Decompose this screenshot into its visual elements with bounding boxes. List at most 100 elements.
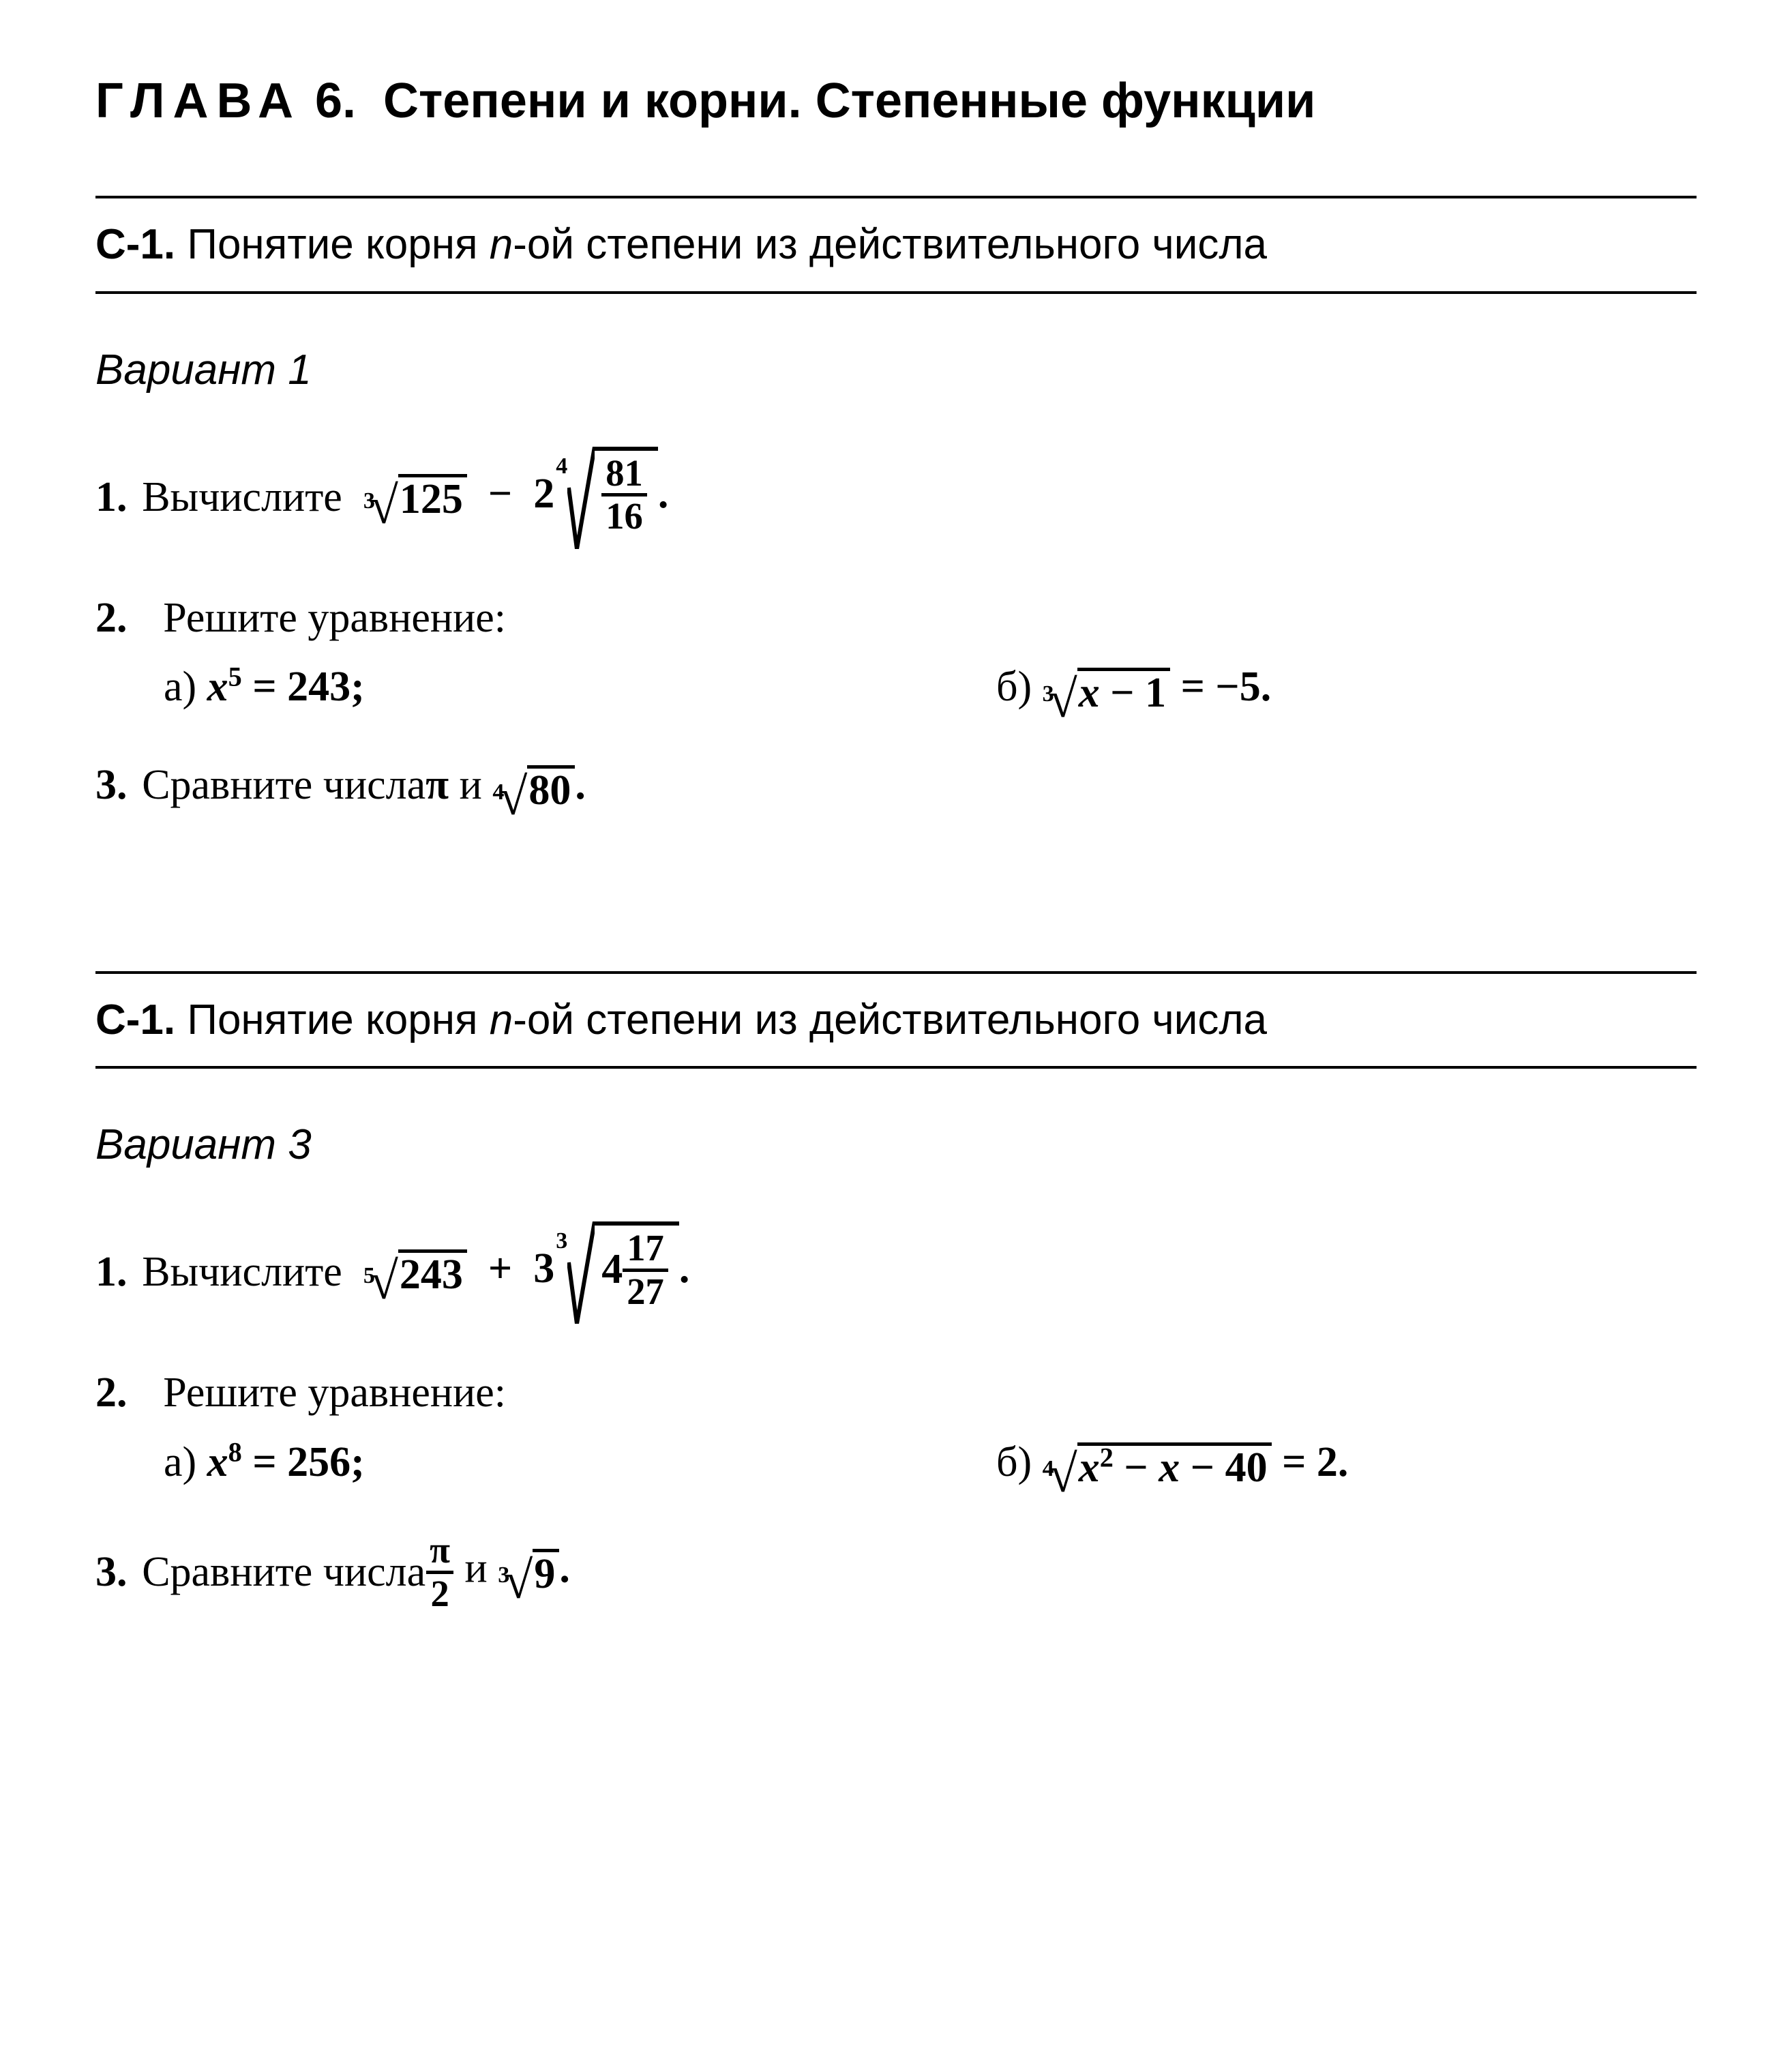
root-radicand: 125 <box>398 474 467 522</box>
problem-number: 2. <box>95 595 128 641</box>
rhs: 256 <box>287 1439 350 1485</box>
section-text-pre: Понятие корня <box>187 996 489 1043</box>
fourth-root: 4 √ x2 − x − 40 <box>1043 1442 1272 1490</box>
chapter-title: Степени и корни. Степенные функции <box>383 74 1315 128</box>
section-code: С-1. <box>95 221 175 268</box>
root-radicand: 9 <box>533 1549 559 1597</box>
math-expression: 3 √ 125 − 2 4 81 16 . <box>363 447 669 549</box>
fraction: 17 27 <box>623 1230 668 1310</box>
radicand-rest: − 40 <box>1180 1444 1267 1491</box>
equation-b: б) 3 √ x − 1 = −5. <box>996 659 1765 716</box>
rhs: 243 <box>287 664 350 710</box>
chapter-prefix: ГЛАВА <box>95 74 301 128</box>
radicand-rest: − <box>1114 1444 1159 1491</box>
fourth-root: 4 √ 80 <box>492 765 575 813</box>
problem-number: 3. <box>95 757 128 814</box>
problem-label: Вычислите <box>142 1244 342 1301</box>
problem-number: 2. <box>95 1369 128 1416</box>
mixed-integer: 4 <box>601 1246 623 1292</box>
problem-label: Вычислите <box>142 469 342 527</box>
var-x: x <box>1079 670 1100 716</box>
cube-root: 3 √ x − 1 <box>1043 666 1170 715</box>
cube-root: 3 √ 9 <box>498 1548 559 1597</box>
period: . <box>559 1545 570 1592</box>
exponent: 8 <box>228 1436 242 1467</box>
coefficient: 3 <box>533 1245 554 1292</box>
section-title: С-1. Понятие корня n-ой степени из дейст… <box>95 971 1697 1069</box>
math-expression: 5 √ 243 + 3 3 4 17 27 . <box>363 1221 690 1324</box>
fifth-root: 5 √ 243 <box>363 1248 467 1296</box>
section-text-ital: n <box>490 221 513 268</box>
exponent: 5 <box>228 662 242 692</box>
section-text-post: -ой степени из действительного числа <box>513 221 1267 268</box>
radical-sign-svg <box>567 1221 595 1324</box>
fraction: π 2 <box>425 1532 454 1612</box>
period: . <box>575 762 586 808</box>
problem-number: 1. <box>95 469 128 527</box>
label-b: б) <box>996 1439 1043 1485</box>
problem-number: 1. <box>95 1244 128 1301</box>
equation-a: а) x8 = 256; <box>164 1434 996 1492</box>
semicolon: ; <box>350 664 365 710</box>
chapter-heading: ГЛАВА 6. Степени и корни. Степенные функ… <box>95 68 1697 134</box>
fourth-root: 4 81 16 <box>556 447 658 549</box>
and-text: и <box>454 1545 498 1592</box>
problem-label: Решите уравнение: <box>163 595 506 641</box>
exponent: 2 <box>1100 1442 1114 1472</box>
var-x: x <box>207 1439 228 1485</box>
equation-b: б) 4 √ x2 − x − 40 = 2. <box>996 1434 1765 1492</box>
root-radicand: 80 <box>527 765 575 813</box>
section-text-ital: n <box>490 996 513 1043</box>
section-text-pre: Понятие корня <box>187 221 489 268</box>
fraction: 81 16 <box>601 455 647 535</box>
plus-sign: + <box>488 1245 512 1292</box>
equals-rhs: = −5 <box>1170 664 1261 710</box>
problem-1: 1. Вычислите 5 √ 243 + 3 3 4 17 27 <box>95 1221 1697 1324</box>
problem-3: 3. Сравните числа π и 4 √ 80 . <box>95 757 1697 814</box>
label-a: а) <box>164 1439 207 1485</box>
variant-title: Вариант 3 <box>95 1116 1697 1174</box>
var-x: x <box>1159 1444 1180 1491</box>
section-title: С-1. Понятие корня n-ой степени из дейст… <box>95 196 1697 294</box>
problem-3: 3. Сравните числа π 2 и 3 √ 9 . <box>95 1532 1697 1612</box>
and-text: и <box>449 762 492 808</box>
problem-label: Сравните числа <box>142 1544 425 1601</box>
problem-1: 1. Вычислите 3 √ 125 − 2 4 81 16 <box>95 447 1697 549</box>
equals-rhs: = 2 <box>1272 1439 1338 1485</box>
cube-root: 3 4 17 27 <box>556 1221 679 1324</box>
equation-a: а) x5 = 243; <box>164 659 996 716</box>
fraction-numerator: 17 <box>623 1230 668 1267</box>
section-code: С-1. <box>95 996 175 1043</box>
root-index: 4 <box>556 451 567 553</box>
problem-label: Сравните числа <box>142 757 425 814</box>
period: . <box>658 471 669 517</box>
fraction-denominator: 2 <box>426 1571 453 1613</box>
section-text-post: -ой степени из действительного числа <box>513 996 1267 1043</box>
label-b: б) <box>996 664 1043 710</box>
problem-label: Решите уравнение: <box>163 1369 506 1416</box>
problem-number: 3. <box>95 1544 128 1601</box>
fraction-denominator: 27 <box>623 1269 668 1311</box>
problem-2: 2. Решите уравнение: а) x5 = 243; б) 3 √… <box>95 590 1697 716</box>
cube-root: 3 √ 125 <box>363 473 467 522</box>
var-x: x <box>1079 1444 1100 1491</box>
fraction-denominator: 16 <box>601 493 647 535</box>
var-x: x <box>207 664 228 710</box>
problem-2: 2. Решите уравнение: а) x8 = 256; б) 4 √… <box>95 1365 1697 1491</box>
root-radicand: 243 <box>398 1249 467 1297</box>
equals: = <box>242 664 287 710</box>
chapter-number: 6. <box>315 74 356 128</box>
fraction-numerator: π <box>425 1532 454 1569</box>
root-index: 3 <box>556 1226 567 1328</box>
label-a: а) <box>164 664 207 710</box>
period: . <box>1338 1439 1349 1485</box>
radical-sign-svg <box>567 447 595 549</box>
fraction-numerator: 81 <box>601 455 647 492</box>
equals: = <box>242 1439 287 1485</box>
period: . <box>679 1245 690 1292</box>
variant-title: Вариант 1 <box>95 342 1697 399</box>
radicand-rest: − 1 <box>1100 670 1166 716</box>
pi-symbol: π <box>425 762 449 808</box>
period: . <box>1261 664 1272 710</box>
minus-sign: − <box>488 471 512 517</box>
